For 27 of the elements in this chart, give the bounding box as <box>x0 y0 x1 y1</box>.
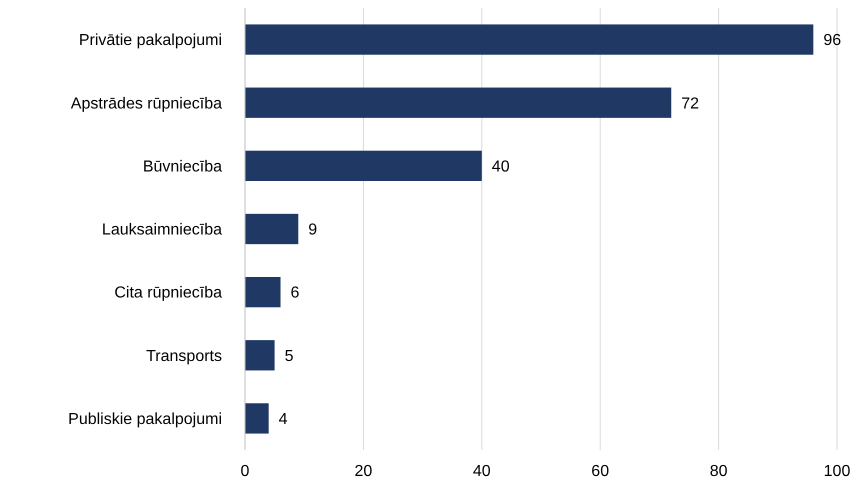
bar <box>245 88 672 118</box>
x-tick-label: 80 <box>710 463 728 480</box>
y-tick-label: Privātie pakalpojumi <box>78 32 222 50</box>
data-label: 6 <box>290 284 300 302</box>
y-tick-label: Transports <box>146 348 222 365</box>
data-label: 9 <box>308 222 318 239</box>
bar <box>245 340 275 370</box>
y-tick-label: Lauksaimniecība <box>102 222 222 239</box>
x-tick-label: 0 <box>240 463 250 480</box>
bar <box>245 24 814 55</box>
data-label: 4 <box>278 411 288 428</box>
y-tick-label: Cita rūpniecība <box>114 284 222 302</box>
y-tick-label: Apstrādes rūpniecība <box>70 95 222 112</box>
data-label: 5 <box>284 348 294 365</box>
x-tick-label: 100 <box>824 463 850 480</box>
bar <box>245 403 269 434</box>
x-tick-label: 20 <box>354 463 372 480</box>
x-tick-label: 40 <box>472 463 491 480</box>
data-label: 72 <box>681 95 700 112</box>
bar <box>245 150 482 182</box>
x-tick-label: 60 <box>591 463 610 480</box>
bar <box>245 214 298 244</box>
data-label: 40 <box>492 158 510 176</box>
bar <box>245 276 281 308</box>
y-tick-label: Būvniecība <box>142 158 222 176</box>
data-label: 96 <box>823 32 842 50</box>
y-tick-label: Publiskie pakalpojumi <box>68 411 222 428</box>
